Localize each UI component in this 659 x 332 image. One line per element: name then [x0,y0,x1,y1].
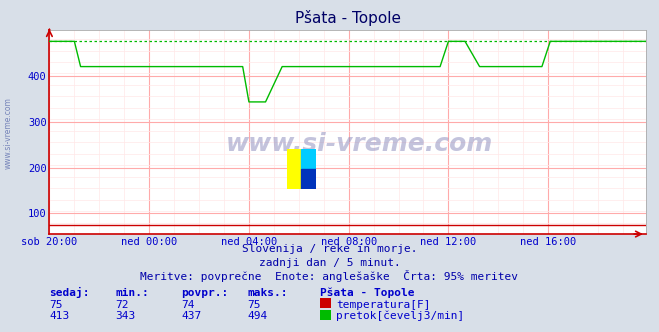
Text: www.si-vreme.com: www.si-vreme.com [226,132,493,156]
Text: temperatura[F]: temperatura[F] [336,300,430,310]
Text: 494: 494 [247,311,268,321]
Text: Meritve: povprečne  Enote: anglešaške  Črta: 95% meritev: Meritve: povprečne Enote: anglešaške Črt… [140,270,519,282]
Text: Pšata - Topole: Pšata - Topole [320,288,414,298]
Text: zadnji dan / 5 minut.: zadnji dan / 5 minut. [258,258,401,268]
Text: povpr.:: povpr.: [181,288,229,298]
Text: maks.:: maks.: [247,288,287,298]
Text: 437: 437 [181,311,202,321]
Text: pretok[čevelj3/min]: pretok[čevelj3/min] [336,311,465,321]
Bar [302,149,316,169]
Text: Slovenija / reke in morje.: Slovenija / reke in morje. [242,244,417,254]
Title: Pšata - Topole: Pšata - Topole [295,10,401,26]
Text: www.si-vreme.com: www.si-vreme.com [3,97,13,169]
Text: 343: 343 [115,311,136,321]
Text: sedaj:: sedaj: [49,287,90,298]
Text: 74: 74 [181,300,194,310]
Text: 413: 413 [49,311,70,321]
Text: 75: 75 [49,300,63,310]
Bar [302,169,316,189]
Text: min.:: min.: [115,288,149,298]
Text: 75: 75 [247,300,260,310]
Text: 72: 72 [115,300,129,310]
Bar [287,149,302,189]
